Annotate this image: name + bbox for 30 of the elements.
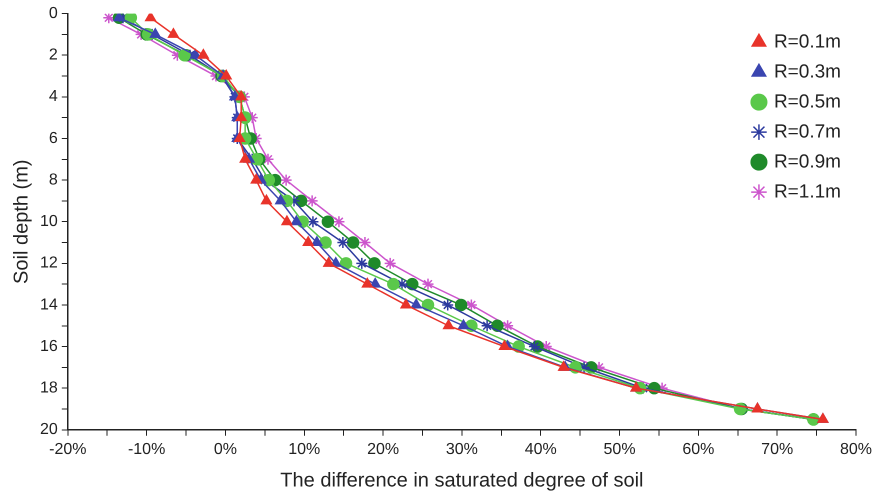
y-tick-label: 20	[40, 421, 58, 438]
x-tick-label: 20%	[367, 440, 400, 458]
x-tick-label: 50%	[604, 440, 636, 458]
y-tick-label: 0	[48, 5, 58, 22]
x-tick-label: 80%	[840, 440, 872, 458]
x-tick-label: -20%	[49, 440, 86, 458]
y-axis-title: Soil depth (m)	[10, 159, 33, 284]
legend-label: R=0.3m	[774, 61, 842, 82]
legend-label: R=0.5m	[774, 91, 842, 112]
y-tick-label: 6	[48, 130, 58, 147]
y-tick-label: 16	[40, 338, 58, 355]
x-axis-title: The difference in saturated degree of soil	[280, 470, 644, 492]
legend-label: R=1.1m	[774, 181, 842, 202]
y-tick-label: 10	[40, 213, 58, 230]
legend-label: R=0.7m	[774, 121, 842, 142]
x-tick-label: 40%	[524, 440, 557, 458]
y-tick-label: 2	[48, 46, 58, 64]
legend-label: R=0.9m	[774, 151, 842, 172]
x-tick-label: 0%	[214, 440, 237, 458]
y-tick-label: 18	[40, 380, 58, 397]
x-tick-label: 10%	[288, 440, 320, 458]
x-tick-label: 70%	[761, 440, 794, 458]
y-tick-label: 12	[40, 254, 58, 272]
x-tick-label: -10%	[128, 440, 166, 458]
y-tick-label: 14	[40, 296, 58, 314]
legend-label: R=0.1m	[774, 31, 842, 52]
x-tick-label: 30%	[446, 440, 478, 458]
y-tick-label: 4	[48, 88, 58, 106]
x-tick-label: 60%	[682, 440, 714, 458]
y-tick-label: 8	[48, 171, 58, 188]
